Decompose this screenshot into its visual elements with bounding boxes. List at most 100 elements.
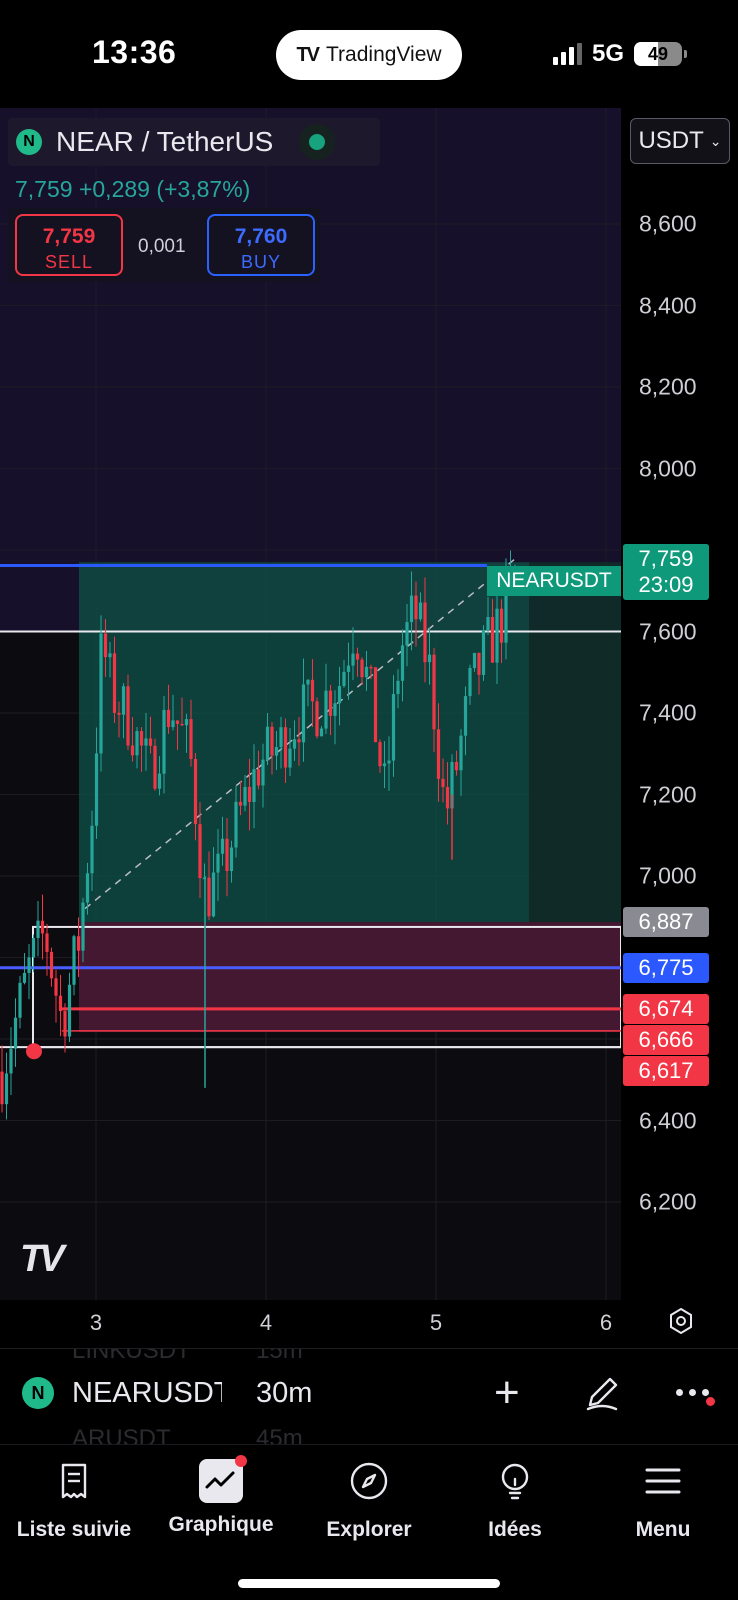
candle-body [355,653,360,660]
candle-body [238,801,243,806]
price-label-green: 7,759 23:09 [623,544,709,601]
spread-value: 0,001 [138,236,186,257]
stop-loss-zone-box [79,922,621,1033]
candle-body [162,709,166,774]
candle-body [387,760,391,764]
sell-price: 7,759 [42,224,96,248]
symbol-legend: N NEAR / TetherUS 7,759 +0,289 (+3,87%) … [8,116,380,282]
nav-menu[interactable]: Menu [593,1459,733,1542]
candle-body [216,853,220,873]
more-options-icon[interactable] [676,1389,715,1406]
candle-body [189,719,193,760]
nav-chart-label: Graphique [168,1513,274,1536]
candle-body [418,602,423,620]
hamburger-menu-icon [645,1468,681,1494]
time-tick-label: 4 [259,1310,273,1335]
chart-icon [199,1455,247,1503]
candle-body [396,680,400,695]
candle-body [441,778,445,788]
candle-body [288,748,292,768]
candle-body [243,786,247,806]
candle-body [373,667,378,743]
candle-body [0,1071,4,1105]
candle-body [486,617,490,631]
candle-body [328,690,333,716]
chart-area[interactable]: N NEAR / TetherUS 7,759 +0,289 (+3,87%) … [0,108,738,1348]
profit-zone-extension [529,562,621,923]
candle-body [90,825,94,874]
nav-explore-label: Explorer [326,1518,412,1541]
candle-body [103,633,108,658]
candle-body [369,666,373,669]
tradingview-pill[interactable]: TV TradingView [276,30,462,80]
candle-body [31,938,36,958]
bottom-navigation: Liste suivie Graphique Explorer Idées Me… [0,1444,738,1600]
candle-body [234,801,238,848]
symbol-selector[interactable]: NEARUSDT [72,1377,222,1409]
symbol-name: NEAR / TetherUS [56,126,274,157]
price-label-blue: 6,775 [623,952,709,983]
chart-settings-icon[interactable] [666,1306,696,1336]
drawing-tools-icon[interactable] [582,1373,622,1413]
candle-body [36,920,40,939]
candle-body [261,759,265,786]
nav-watchlist[interactable]: Liste suivie [4,1459,144,1542]
candle-body [265,726,270,760]
candle-body [130,745,135,756]
nav-ideas[interactable]: Idées [445,1459,585,1542]
candle-body [211,872,216,917]
time-scale[interactable]: 3 4 5 6 [0,1300,738,1348]
candle-body [495,608,499,663]
candle-body [292,739,297,749]
interval-selector[interactable]: 30m [256,1377,313,1409]
candle-body [229,847,234,872]
price-tick-label: 7,200 [639,781,697,807]
home-indicator [238,1579,500,1588]
candle-body [477,652,481,675]
candle-body [117,712,121,715]
add-icon[interactable]: + [494,1368,520,1417]
nav-chart[interactable]: Graphique [151,1455,291,1537]
battery-icon: 49 [634,42,687,66]
candle-body [166,709,171,728]
chevron-down-icon: ⌄ [709,132,722,149]
candle-body [279,727,283,748]
ghost-symbol-bottom: ARUSDT [72,1425,171,1444]
candle-body [346,665,351,672]
symbol-header[interactable]: N NEAR / TetherUS [8,118,380,166]
candle-body [81,902,85,951]
lightbulb-icon [501,1463,529,1500]
candle-body [108,653,112,658]
currency-selector[interactable]: USDT ⌄ [630,118,730,164]
time-tick-label: 5 [429,1310,443,1335]
notification-dot-icon [235,1455,247,1467]
candle-body [499,608,504,643]
price-tick-label: 7,400 [639,699,697,726]
candle-body [184,719,189,726]
candle-body [4,1073,9,1105]
candle-body [180,723,184,726]
price-change-percent: (+3,87%) [156,176,251,202]
candle-body [76,936,81,951]
candle-body [252,769,256,802]
alert-marker [26,1043,42,1060]
compass-icon [350,1462,388,1500]
candle-body [175,720,180,724]
candle-body [198,824,202,879]
watchlist-icon [61,1463,87,1499]
nav-explore[interactable]: Explorer [299,1459,439,1542]
tradingview-watermark-icon[interactable]: TV [20,1238,65,1280]
price-scale[interactable]: USDT ⌄ 8,600 8,400 8,200 8,000 7,600 7,400 7,2… [621,108,738,1300]
candle-body [135,731,139,756]
candle-body [472,652,477,669]
candlestick-chart[interactable] [0,108,621,1300]
symbol-price-tag: NEARUSDT [487,566,621,596]
buy-button[interactable]: 7,760 BUY [207,214,315,276]
cellular-signal-icon [552,43,582,65]
candle-body [72,936,76,985]
candle-body [315,701,319,737]
candle-body [409,595,414,623]
candle-body [270,726,274,756]
sell-button[interactable]: 7,759 SELL [15,214,123,276]
chart-plot[interactable] [0,108,621,1300]
